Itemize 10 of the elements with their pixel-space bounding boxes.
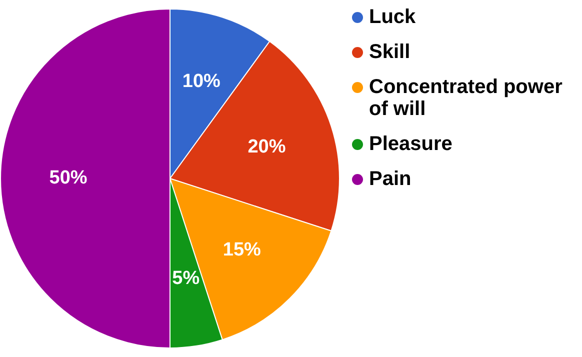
data-label: 10% [182,71,221,92]
legend-label: Concentrated power of will [369,76,564,120]
data-label: 20% [248,136,286,158]
legend-label: Pain [369,168,412,190]
data-label: 5% [172,268,200,290]
legend-label: Skill [369,41,410,63]
legend-label: Luck [369,6,416,28]
legend-label: Pleasure [369,133,452,155]
data-label: 15% [222,240,262,261]
data-label: 50% [49,168,88,189]
